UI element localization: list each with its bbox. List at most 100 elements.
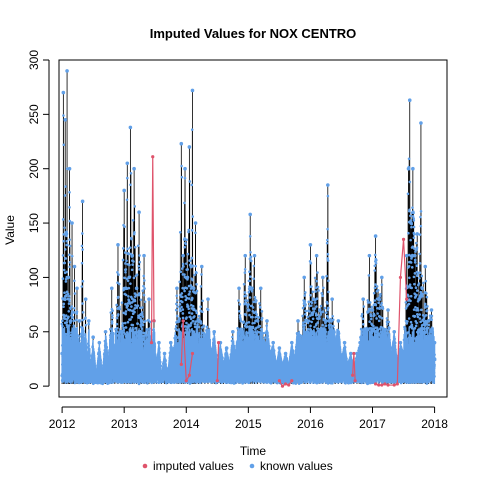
y-tick-label: 200 — [27, 158, 41, 178]
known-value-point — [189, 264, 194, 269]
y-tick-label: 150 — [27, 213, 41, 233]
known-value-point — [321, 275, 325, 280]
known-value-point — [125, 161, 130, 166]
imputed-value-point — [181, 319, 185, 323]
known-value-point — [185, 275, 190, 280]
known-value-point — [196, 319, 201, 323]
known-value-point — [65, 69, 69, 73]
known-value-point — [199, 264, 204, 269]
known-value-point — [130, 253, 135, 258]
y-tick-label: 250 — [27, 104, 41, 124]
known-value-point — [411, 166, 415, 171]
known-value-point — [415, 232, 420, 236]
known-value-point — [406, 166, 411, 171]
known-value-point — [265, 319, 269, 323]
known-value-point — [61, 90, 66, 95]
known-value-point — [419, 121, 423, 125]
known-value-point — [175, 286, 179, 291]
known-values-band — [61, 326, 436, 384]
known-value-point — [426, 319, 431, 323]
known-value-point — [361, 297, 365, 301]
known-value-point — [177, 319, 181, 323]
known-value-point — [116, 243, 120, 247]
imputed-value-point — [352, 351, 356, 356]
known-value-point — [206, 297, 210, 301]
known-value-point — [314, 253, 319, 258]
known-value-point — [91, 335, 95, 340]
plot-area — [60, 69, 437, 388]
known-value-point — [429, 308, 434, 312]
known-value-point — [412, 253, 417, 258]
known-value-point — [305, 319, 310, 323]
known-value-point — [252, 253, 257, 258]
known-value-point — [404, 253, 409, 258]
known-value-point — [179, 141, 184, 146]
known-value-point — [124, 286, 128, 291]
known-value-point — [250, 286, 254, 291]
imputed-value-point — [401, 237, 406, 241]
imputed-value-point — [280, 384, 285, 388]
y-axis-label: Value — [3, 215, 17, 245]
known-value-point — [336, 319, 341, 323]
chart-title: Imputed Values for NOX CENTRO — [150, 26, 357, 41]
known-value-point — [127, 275, 131, 280]
known-value-point — [423, 264, 428, 269]
imputed-value-point — [179, 362, 183, 366]
known-value-point — [70, 221, 74, 225]
imputed-value-point — [383, 382, 387, 386]
known-value-point — [243, 253, 248, 258]
imputed-value-point — [395, 382, 399, 386]
known-value-point — [134, 286, 139, 291]
known-value-point — [137, 210, 141, 214]
imputed-value-point — [398, 275, 403, 280]
known-value-point — [367, 253, 372, 258]
y-axis: 0 50 100 150 200 250 300 — [27, 50, 50, 389]
imputed-value-point — [190, 351, 195, 356]
imputed-value-point — [216, 341, 221, 345]
x-axis: 2012 2013 2014 2015 2016 2017 2018 — [49, 406, 448, 431]
known-value-point — [296, 319, 300, 323]
x-tick-label: 2018 — [421, 417, 448, 431]
known-value-point — [183, 166, 187, 171]
imputed-value-point — [187, 373, 191, 377]
x-tick-label: 2017 — [359, 417, 386, 431]
known-value-point — [193, 221, 198, 225]
known-value-point — [69, 319, 73, 323]
known-value-point — [324, 319, 328, 323]
known-value-point — [370, 308, 375, 312]
known-value-point — [290, 340, 294, 345]
known-value-point — [417, 297, 421, 301]
imputed-value-point — [215, 379, 219, 383]
known-value-point — [187, 145, 192, 149]
known-value-point — [63, 117, 68, 122]
known-value-point — [75, 286, 79, 291]
imputed-values — [149, 155, 409, 388]
known-value-point — [380, 275, 384, 280]
imputed-value-point — [405, 297, 409, 301]
known-value-point — [62, 297, 67, 301]
known-value-point — [407, 98, 412, 103]
imputed-segment — [216, 342, 220, 381]
known-value-point — [258, 286, 263, 291]
imputed-value-point — [386, 383, 390, 387]
legend-marker — [142, 463, 148, 469]
known-value-point — [248, 212, 253, 217]
imputed-value-point — [184, 379, 188, 383]
imputed-value-point — [290, 379, 294, 383]
known-value-point — [330, 297, 334, 301]
legend-marker — [249, 463, 255, 469]
known-value-point — [302, 275, 307, 280]
known-value-point — [255, 319, 260, 323]
known-value-point — [326, 183, 330, 187]
known-value-point — [420, 286, 424, 291]
known-value-point — [191, 286, 196, 291]
x-tick-label: 2012 — [49, 417, 76, 431]
y-tick-label: 50 — [27, 325, 41, 339]
x-axis-label: Time — [240, 444, 267, 458]
imputed-value-point — [377, 383, 381, 387]
imputed-value-point — [351, 373, 355, 377]
known-value-point — [386, 308, 390, 312]
y-tick-label: 100 — [27, 267, 41, 287]
known-value-point — [80, 199, 85, 204]
